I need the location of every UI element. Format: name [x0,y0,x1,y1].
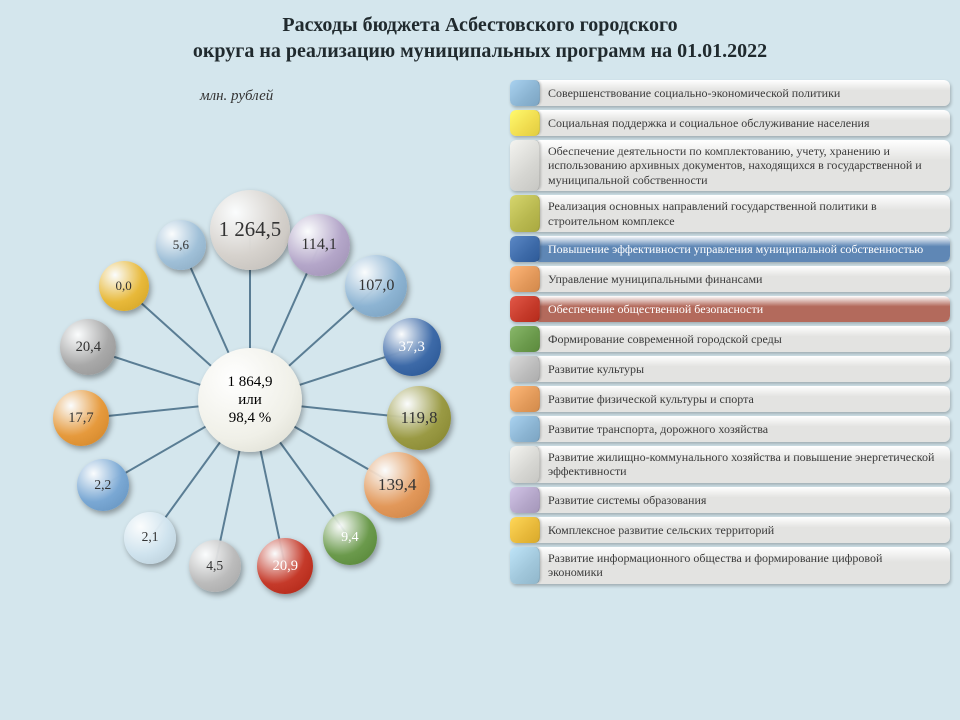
chart-bubble: 0,0 [99,261,149,311]
legend-swatch [510,110,540,136]
legend-swatch [510,356,540,382]
chart-bubble: 2,1 [124,512,176,564]
legend-item: Развитие системы образования [510,487,950,513]
legend-item: Развитие информационного общества и форм… [510,547,950,584]
legend-swatch [510,296,540,322]
legend-item: Реализация основных направлений государс… [510,195,950,232]
chart-bubble: 119,8 [387,386,451,450]
legend-item: Обеспечение деятельности по комплектован… [510,140,950,191]
radial-chart: 1 264,5114,1107,037,3 119,8139,49,420,9 4,… [0,90,500,710]
legend-label: Развитие информационного общества и форм… [534,547,950,584]
legend-swatch [510,487,540,513]
legend-label: Формирование современной городской среды [534,326,950,352]
legend-label: Комплексное развитие сельских территорий [534,517,950,543]
legend-swatch [510,416,540,442]
chart-bubble: 107,0 [345,255,407,317]
chart-bubble: 1 264,5 [210,190,290,270]
legend-label: Обеспечение общественной безопасности [534,296,950,322]
chart-bubble: 2,2 [77,459,129,511]
legend-item: Повышение эффективности управления муниц… [510,236,950,262]
legend-label: Совершенствование социально-экономическо… [534,80,950,106]
legend-swatch [510,140,540,191]
legend-label: Развитие жилищно-коммунального хозяйства… [534,446,950,483]
title-line2: округа на реализацию муниципальных прогр… [193,40,767,62]
chart-bubble: 4,5 [189,540,241,592]
legend-swatch [510,80,540,106]
legend-label: Развитие физической культуры и спорта [534,386,950,412]
legend-label: Развитие системы образования [534,487,950,513]
title-line1: Расходы бюджета Асбестовского городского [282,14,677,36]
legend-item: Развитие культуры [510,356,950,382]
legend-label: Реализация основных направлений государс… [534,195,950,232]
chart-bubble: 20,4 [60,319,116,375]
legend-label: Социальная поддержка и социальное обслуж… [534,110,950,136]
legend-label: Повышение эффективности управления муниц… [534,236,950,262]
legend-label: Управление муниципальными финансами [534,266,950,292]
legend-item: Обеспечение общественной безопасности [510,296,950,322]
center-value-2: или [238,391,262,409]
legend-label: Обеспечение деятельности по комплектован… [534,140,950,191]
legend-item: Социальная поддержка и социальное обслуж… [510,110,950,136]
legend: Совершенствование социально-экономическо… [510,80,950,584]
center-value-3: 98,4 % [229,409,272,427]
legend-swatch [510,266,540,292]
legend-swatch [510,517,540,543]
legend-item: Комплексное развитие сельских территорий [510,517,950,543]
legend-swatch [510,386,540,412]
legend-item: Формирование современной городской среды [510,326,950,352]
legend-item: Совершенствование социально-экономическо… [510,80,950,106]
chart-bubble: 139,4 [364,452,430,518]
legend-item: Управление муниципальными финансами [510,266,950,292]
legend-swatch [510,326,540,352]
page-root: Расходы бюджета Асбестовского городского… [0,0,960,720]
chart-bubble: 17,7 [53,390,109,446]
legend-label: Развитие транспорта, дорожного хозяйства [534,416,950,442]
legend-item: Развитие транспорта, дорожного хозяйства [510,416,950,442]
legend-swatch [510,446,540,483]
legend-item: Развитие жилищно-коммунального хозяйства… [510,446,950,483]
page-title: Расходы бюджета Асбестовского городского… [0,0,960,70]
chart-bubble: 37,3 [383,318,441,376]
chart-bubble: 5,6 [156,220,206,270]
legend-swatch [510,236,540,262]
legend-item: Развитие физической культуры и спорта [510,386,950,412]
legend-label: Развитие культуры [534,356,950,382]
chart-center: 1 864,9или98,4 % [198,348,302,452]
center-value-1: 1 864,9 [228,373,273,391]
chart-bubble: 9,4 [323,511,377,565]
legend-swatch [510,195,540,232]
chart-bubble: 114,1 [288,214,350,276]
chart-bubble: 20,9 [257,538,313,594]
legend-swatch [510,547,540,584]
